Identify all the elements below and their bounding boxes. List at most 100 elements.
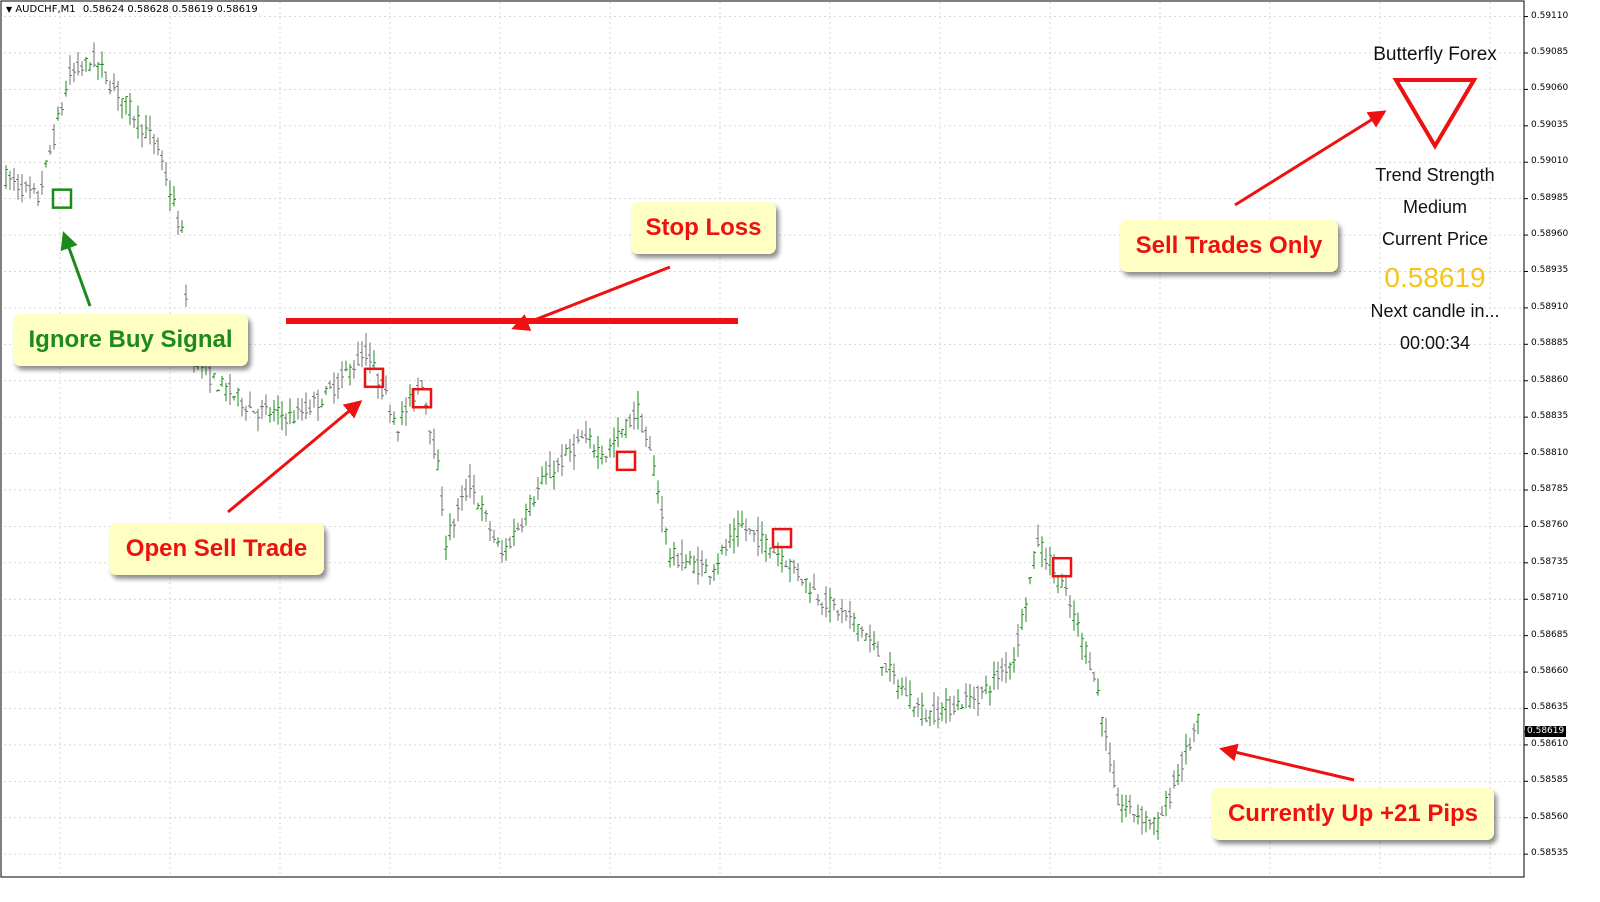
price-bar [312, 391, 316, 408]
price-bar [88, 62, 92, 72]
price-bar [912, 706, 916, 718]
price-bar [544, 461, 548, 485]
price-bar [64, 80, 68, 97]
y-tick-label: 0.59085 [1531, 46, 1569, 57]
price-bar [1072, 600, 1076, 631]
price-bar [836, 609, 840, 621]
price-bar [36, 190, 40, 206]
price-bar [952, 695, 956, 715]
price-bar [8, 170, 12, 190]
price-bar [1016, 624, 1020, 657]
price-bar [268, 407, 272, 423]
price-bar [1160, 805, 1164, 816]
price-bar [892, 663, 896, 685]
price-bar [720, 544, 724, 555]
price-bar [1108, 742, 1112, 773]
price-bar [12, 167, 16, 191]
price-bar [372, 350, 376, 369]
price-bar [524, 503, 528, 526]
y-tick-label: 0.58610 [1531, 738, 1569, 749]
price-bar [832, 598, 836, 611]
price-bar [612, 427, 616, 458]
y-tick-label: 0.59110 [1531, 10, 1569, 21]
price-bar [264, 394, 268, 416]
price-bar [900, 677, 904, 696]
y-tick-label: 0.59010 [1531, 156, 1569, 167]
price-bar [1064, 576, 1068, 597]
price-bar [532, 496, 536, 507]
countdown-timer: 00:00:34 [1399, 333, 1471, 353]
price-bar [144, 114, 148, 139]
price-bar [808, 582, 812, 604]
price-bar [444, 535, 448, 561]
price-bar [468, 464, 472, 499]
price-bar [548, 451, 552, 479]
trend-strength-value: Medium [1402, 197, 1468, 217]
price-bar [568, 439, 572, 462]
y-tick-label: 0.58685 [1531, 629, 1569, 640]
price-bar [1148, 818, 1152, 830]
price-bar [972, 686, 976, 710]
price-bar [336, 372, 340, 400]
price-bar [1008, 662, 1012, 680]
price-bar [924, 709, 928, 723]
price-bar [52, 124, 56, 150]
price-bar [1100, 716, 1104, 737]
price-bar [992, 661, 996, 690]
price-bar [352, 360, 356, 379]
price-bar [520, 518, 524, 533]
price-bar [564, 444, 568, 456]
annotation-arrows [60, 110, 1387, 782]
ignore-buy-callout: Ignore Buy Signal [13, 314, 248, 366]
price-bar [512, 518, 516, 546]
price-bar [880, 666, 884, 676]
price-bar [988, 685, 992, 706]
price-bar [232, 395, 236, 401]
price-bar [996, 661, 1000, 690]
price-bar [1004, 652, 1008, 683]
sell-signal-marker [411, 387, 433, 409]
price-bar [296, 397, 300, 420]
buy-signal-marker [51, 188, 73, 209]
price-bar [212, 373, 216, 379]
price-bar [976, 685, 980, 717]
price-bar [252, 410, 256, 414]
price-bar [868, 624, 872, 653]
price-bar [364, 332, 368, 366]
price-bar [184, 284, 188, 307]
price-bar [500, 539, 504, 563]
price-bar [552, 460, 556, 490]
price-bar [744, 518, 748, 542]
sell-signal-marker [771, 527, 793, 549]
price-bar [480, 495, 484, 522]
price-bar [672, 541, 676, 566]
price-bar [664, 527, 668, 545]
sell-signal-marker [615, 450, 637, 472]
indicator-name: Butterfly Forex [1373, 44, 1497, 65]
price-bar [1084, 641, 1088, 664]
price-bar [392, 411, 396, 425]
price-bar [396, 430, 400, 442]
price-bar [340, 361, 344, 389]
price-bar [560, 444, 564, 477]
price-bar [960, 703, 964, 710]
price-bar [712, 564, 716, 581]
symbol-dropdown-icon[interactable]: ▼ [6, 5, 13, 14]
price-bar [1028, 577, 1032, 585]
y-tick-label: 0.58535 [1531, 848, 1569, 859]
y-tick-label: 0.58635 [1531, 702, 1569, 713]
price-bar [168, 180, 172, 212]
price-bar [496, 537, 500, 547]
price-bar [1164, 790, 1168, 817]
price-bar [856, 623, 860, 642]
price-bar [652, 455, 656, 477]
price-bar [596, 436, 600, 469]
y-tick-label: 0.58960 [1531, 229, 1569, 240]
y-tick-label: 0.58835 [1531, 411, 1569, 422]
y-tick-label: 0.58810 [1531, 447, 1569, 458]
price-bar [1176, 764, 1180, 786]
price-bar [68, 55, 72, 85]
price-bar [4, 165, 8, 189]
